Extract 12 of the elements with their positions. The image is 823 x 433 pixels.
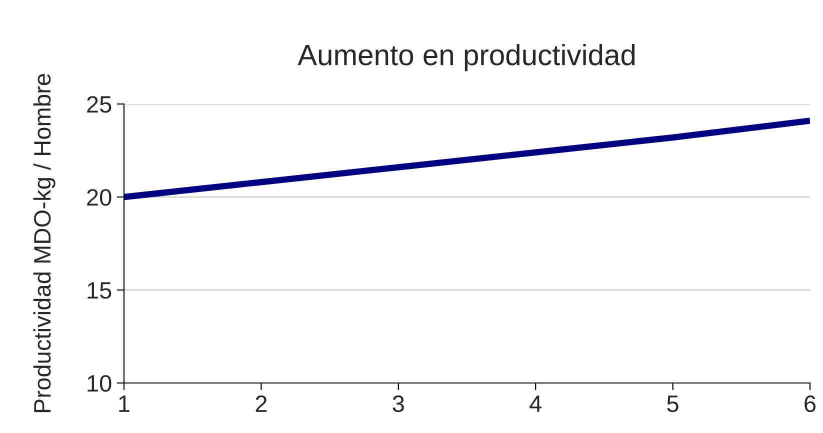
y-tick-label: 10 [88, 375, 112, 392]
x-tick-label: 1 [119, 396, 130, 412]
y-tick-label: 20 [87, 189, 112, 206]
y-axis-title: Productividad MDO-kg / Hombre [33, 74, 56, 412]
x-tick-label: 5 [667, 396, 678, 412]
chart-title: Aumento en productividad [298, 44, 635, 72]
x-tick-label: 3 [392, 395, 404, 412]
y-tick-label: 15 [88, 282, 112, 299]
y-tick-label: 25 [87, 96, 112, 113]
x-tick-label: 6 [804, 395, 816, 412]
x-tick-label: 4 [530, 396, 542, 412]
x-tick-label: 2 [256, 395, 267, 412]
